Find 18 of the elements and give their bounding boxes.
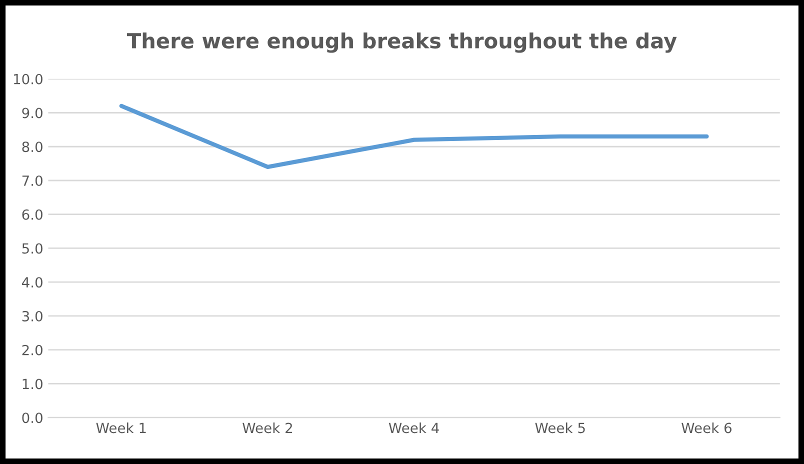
y-tick-label: 5.0 bbox=[22, 243, 42, 254]
y-tick-label: 10.0 bbox=[14, 74, 42, 84]
y-tick-label: 7.0 bbox=[22, 175, 42, 186]
x-tick-label: Week 6 bbox=[682, 422, 732, 434]
x-tick-label: Week 2 bbox=[242, 422, 292, 434]
y-tick-label: 6.0 bbox=[22, 209, 42, 220]
y-tick-label: 8.0 bbox=[22, 142, 42, 152]
y-tick-label: 0.0 bbox=[22, 412, 42, 424]
x-tick-label: Week 4 bbox=[388, 422, 439, 434]
y-tick-label: 9.0 bbox=[22, 108, 42, 118]
y-tick-label: 4.0 bbox=[22, 277, 42, 288]
y-tick-label: 1.0 bbox=[22, 378, 42, 390]
chart-title: There were enough breaks throughout the day bbox=[126, 32, 677, 53]
x-tick-label: Week 5 bbox=[535, 422, 585, 434]
line-series bbox=[119, 104, 709, 170]
y-tick-label: 2.0 bbox=[22, 344, 42, 356]
y-tick-label: 3.0 bbox=[22, 310, 42, 322]
x-tick-label: Week 1 bbox=[96, 422, 146, 434]
